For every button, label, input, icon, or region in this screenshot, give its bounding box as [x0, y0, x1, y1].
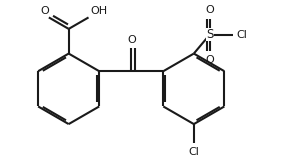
Text: O: O — [205, 55, 214, 65]
Text: O: O — [40, 6, 49, 16]
Text: O: O — [127, 35, 136, 45]
Text: O: O — [205, 5, 214, 15]
Text: S: S — [206, 28, 213, 41]
Text: Cl: Cl — [188, 147, 199, 157]
Text: OH: OH — [90, 6, 107, 16]
Text: Cl: Cl — [236, 30, 247, 40]
